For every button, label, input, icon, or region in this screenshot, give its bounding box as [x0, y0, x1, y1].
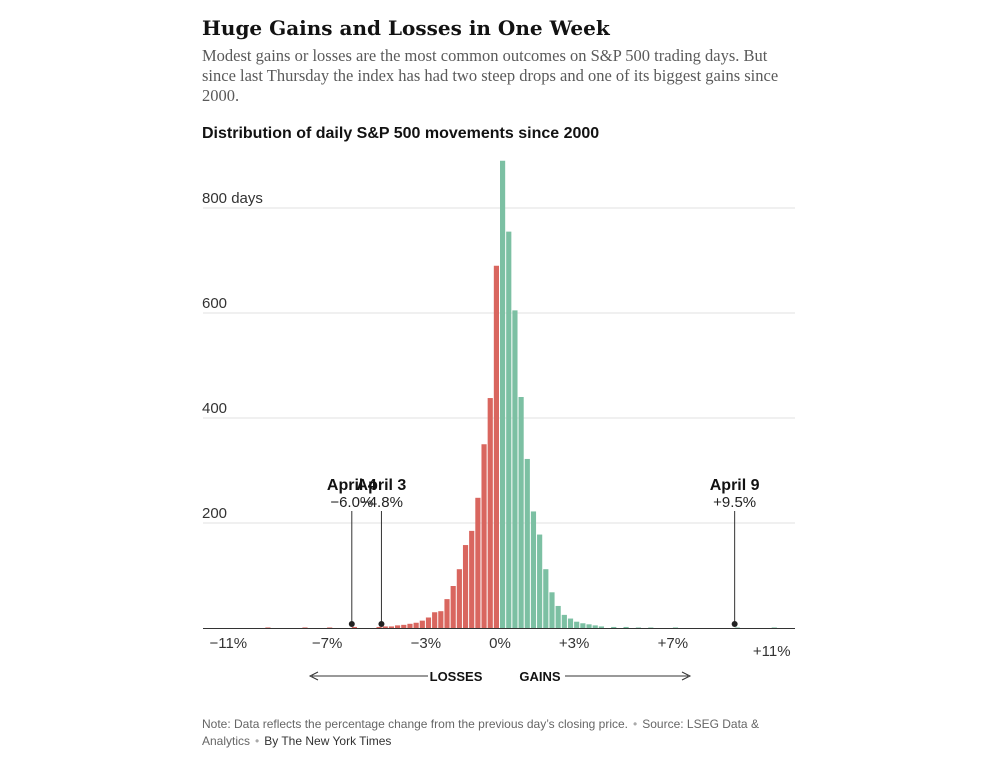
histogram-bar: [462, 545, 469, 628]
histogram-bar: [549, 592, 555, 628]
x-tick-label: −11%: [209, 635, 247, 652]
histogram-bar: [444, 599, 450, 628]
dek: Modest gains or losses are the most comm…: [202, 46, 779, 105]
histogram-bar: [456, 569, 462, 628]
direction-labels: LOSSES GAINS: [308, 669, 692, 684]
y-tick-labels: 800 days 600 400 200: [202, 190, 263, 522]
y-tick-label: 200: [202, 505, 227, 522]
chart-title: Distribution of daily S&P 500 movements …: [202, 125, 600, 142]
histogram-bar: [586, 624, 592, 628]
histogram-bar: [623, 626, 629, 628]
x-axis: −11% −7% −3% 0% +3% +7% +11%: [203, 628, 795, 660]
histogram-bar: [302, 627, 308, 628]
annotation-value: −6.0%: [330, 494, 373, 511]
histogram-bar: [382, 626, 388, 628]
histogram-bar: [438, 611, 444, 628]
histogram-bar: [561, 614, 567, 628]
footer-note: Note: Data reflects the percentage chang…: [202, 717, 629, 731]
histogram-bar: [734, 627, 740, 628]
histogram-bar: [265, 627, 271, 628]
histogram-bar: [388, 626, 395, 628]
x-tick-label: +11%: [753, 643, 791, 660]
losses-label: LOSSES: [430, 669, 483, 684]
histogram-bar: [537, 534, 543, 628]
footer-byline: By The New York Times: [264, 734, 392, 748]
annotation-dot: [731, 621, 738, 627]
histogram-bar: [635, 627, 642, 628]
y-tick-label: 600: [202, 295, 227, 312]
histogram-bar: [598, 626, 604, 628]
histogram-chart: April 4−6.0%April 3−4.8% April 9+9.5% −11…: [202, 160, 795, 684]
annotation-date: April 4: [327, 477, 377, 494]
histogram-bar: [395, 625, 401, 628]
histogram-bar: [351, 626, 357, 628]
x-tick-label: −3%: [411, 635, 441, 652]
histogram-bar: [574, 621, 580, 628]
annotation-date: April 9: [710, 477, 760, 494]
bars: [265, 160, 777, 628]
y-tick-label: 400: [202, 400, 227, 417]
histogram-bar: [376, 626, 382, 628]
x-tick-label: −7%: [312, 635, 342, 652]
right-arrow-icon: [681, 671, 692, 681]
histogram-bar: [672, 627, 679, 628]
x-tick-label: +7%: [658, 635, 688, 652]
annotation-date: April 3: [357, 477, 407, 494]
histogram-bar: [518, 397, 524, 628]
annotation-value: +9.5%: [713, 494, 756, 511]
x-tick-label: +3%: [559, 635, 589, 652]
headline: Huge Gains and Losses in One Week: [202, 16, 610, 40]
histogram-bar: [555, 605, 561, 628]
histogram-bar: [524, 458, 530, 628]
histogram-bar: [771, 627, 777, 628]
histogram-bar: [493, 265, 499, 628]
histogram-bar: [481, 444, 487, 628]
histogram-bar: [475, 497, 481, 628]
histogram-bar: [611, 626, 617, 628]
x-tick-label: 0%: [489, 635, 511, 652]
histogram-bar: [567, 618, 574, 628]
y-tick-label: 800 days: [202, 190, 263, 207]
separator-dot: •: [255, 734, 260, 748]
histogram-bar: [580, 623, 586, 628]
annotation-dot: [378, 621, 385, 627]
histogram-bar: [648, 627, 654, 628]
histogram-bar: [543, 569, 549, 628]
histogram-bar: [425, 617, 432, 628]
annotations: April 4−6.0%April 3−4.8% April 9+9.5%: [327, 477, 760, 627]
separator-dot: •: [633, 717, 638, 731]
histogram-bar: [500, 160, 506, 628]
gains-label: GAINS: [519, 669, 561, 684]
histogram-bar: [469, 530, 475, 628]
histogram-bar: [530, 511, 537, 628]
histogram-bar: [432, 612, 438, 628]
annotation-dot: [348, 621, 355, 627]
histogram-bar: [512, 310, 518, 628]
histogram-bar: [506, 231, 512, 628]
histogram-bar: [450, 586, 456, 628]
annotation-value: −4.8%: [360, 494, 403, 511]
histogram-bar: [413, 622, 419, 628]
histogram-bar: [401, 624, 407, 628]
histogram-bar: [487, 398, 493, 628]
footer-source: Source: LSEG Data & Analytics: [202, 717, 759, 748]
footer: Note: Data reflects the percentage chang…: [202, 716, 762, 750]
histogram-bar: [419, 620, 425, 628]
histogram-bar: [407, 623, 413, 628]
histogram-bar: [592, 625, 598, 628]
left-arrow-icon: [308, 671, 319, 681]
histogram-bar: [327, 627, 333, 628]
